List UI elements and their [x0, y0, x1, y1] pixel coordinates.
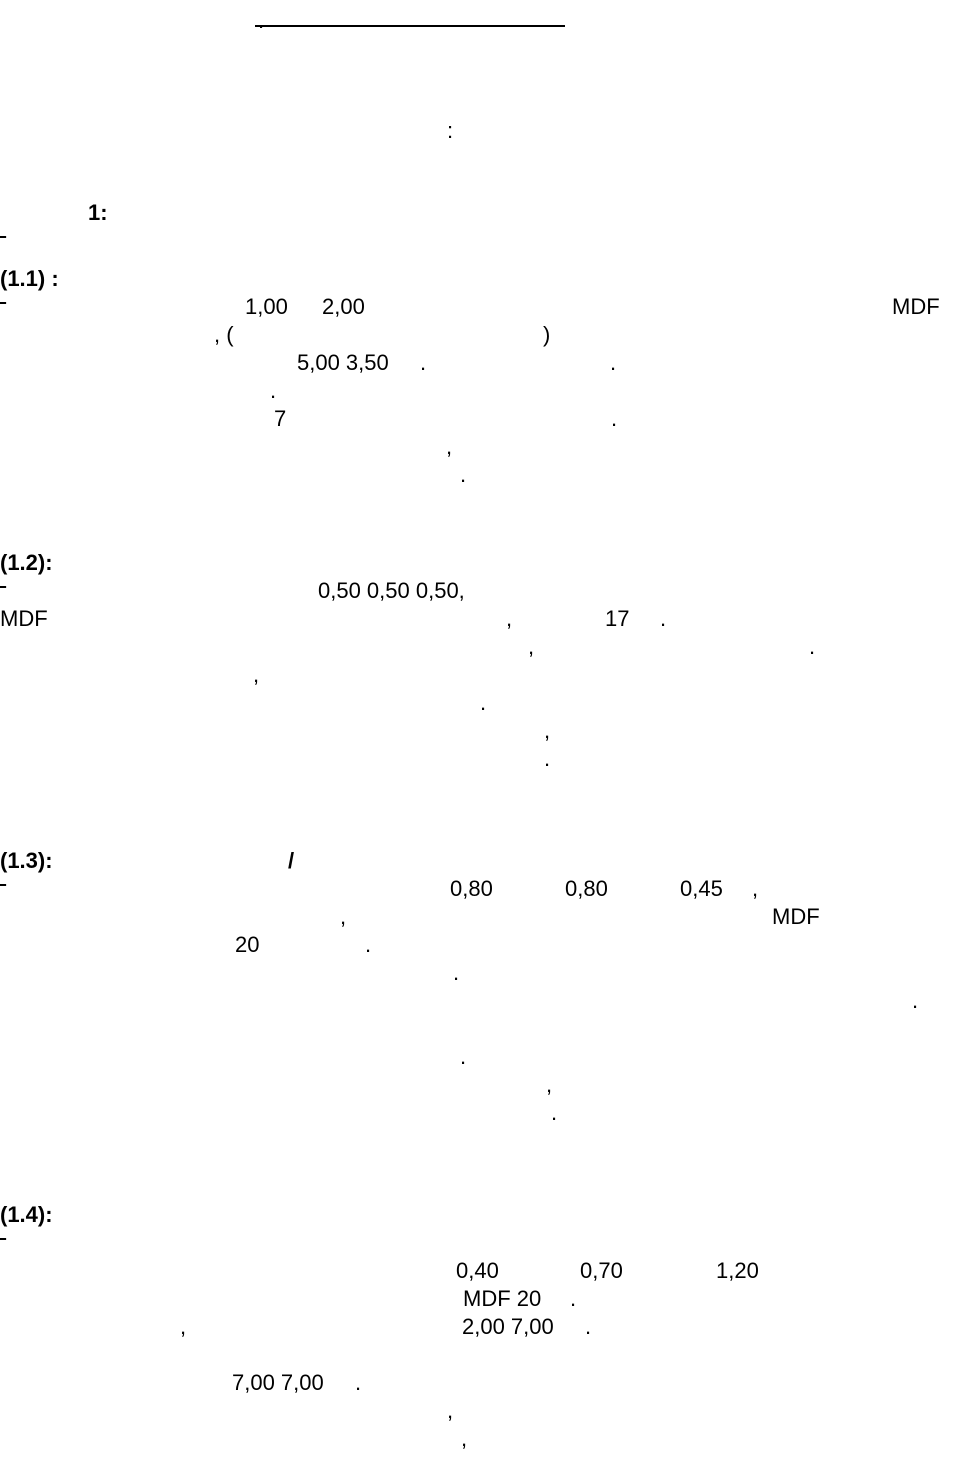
- mdf-20: MDF 20: [463, 1286, 541, 1312]
- item-1-3-label: (1.3):: [0, 848, 53, 874]
- val-17: 17: [605, 606, 629, 632]
- comma-c3: ,: [546, 1072, 552, 1098]
- period-b4: .: [544, 746, 550, 772]
- period-a3: .: [270, 378, 276, 404]
- period-d3: .: [355, 1370, 361, 1396]
- item-1-2-label: (1.2):: [0, 550, 53, 576]
- comma-c1: ,: [752, 876, 758, 902]
- comma-d1: ,: [180, 1314, 186, 1340]
- val-2-00: 2,00: [322, 294, 365, 320]
- mdf-b: MDF: [0, 606, 48, 632]
- period-a4: .: [611, 406, 617, 432]
- period-b2: .: [809, 634, 815, 660]
- val-070: 0,70: [580, 1258, 623, 1284]
- top-period: .: [258, 8, 264, 34]
- val-120: 1,20: [716, 1258, 759, 1284]
- val-200-700: 2,00 7,00: [462, 1314, 554, 1340]
- top-colon: :: [447, 118, 453, 144]
- top-underline: [255, 25, 565, 27]
- item-1-4-label: (1.4):: [0, 1202, 53, 1228]
- val-700-700: 7,00 7,00: [232, 1370, 324, 1396]
- comma-b3: ,: [253, 662, 259, 688]
- val-20: 20: [235, 932, 259, 958]
- period-a1: .: [420, 350, 426, 376]
- item-1-1-label: (1.1) :: [0, 266, 59, 292]
- val-5-00-3-50: 5,00 3,50: [297, 350, 389, 376]
- val-1-00: 1,00: [245, 294, 288, 320]
- comma-b2: ,: [528, 634, 534, 660]
- val-080-b: 0,80: [565, 876, 608, 902]
- item-1-3-underline: [0, 862, 500, 888]
- slash: /: [288, 848, 294, 874]
- comma-b1: ,: [506, 606, 512, 632]
- period-d1: .: [570, 1286, 576, 1312]
- period-c1: .: [365, 932, 371, 958]
- period-c5: .: [551, 1100, 557, 1126]
- paren-open: , (: [214, 322, 234, 348]
- period-d2: .: [585, 1314, 591, 1340]
- val-7: 7: [274, 406, 286, 432]
- period-c3: .: [912, 988, 918, 1014]
- period-a2: .: [610, 350, 616, 376]
- comma-c2: ,: [340, 904, 346, 930]
- paren-close: ): [543, 322, 550, 348]
- val-050-050-050: 0,50 0,50 0,50,: [318, 578, 465, 604]
- period-b3: .: [480, 690, 486, 716]
- comma-b4: ,: [544, 718, 550, 744]
- comma-a1: ,: [446, 434, 452, 460]
- comma-d3: ,: [461, 1426, 467, 1452]
- period-c4: .: [460, 1044, 466, 1070]
- mdf-a: MDF: [892, 294, 940, 320]
- val-045: 0,45: [680, 876, 723, 902]
- val-080-a: 0,80: [450, 876, 493, 902]
- period-b1: .: [660, 606, 666, 632]
- period-a5: .: [460, 462, 466, 488]
- mdf-c: MDF: [772, 904, 820, 930]
- document-page: . : 1: (1.1) : 1,00 2,00 MDF , ( ) 5,00 …: [0, 0, 960, 1473]
- val-040: 0,40: [456, 1258, 499, 1284]
- group-1-number: 1:: [88, 200, 108, 226]
- comma-d2: ,: [447, 1398, 453, 1424]
- period-c2: .: [453, 960, 459, 986]
